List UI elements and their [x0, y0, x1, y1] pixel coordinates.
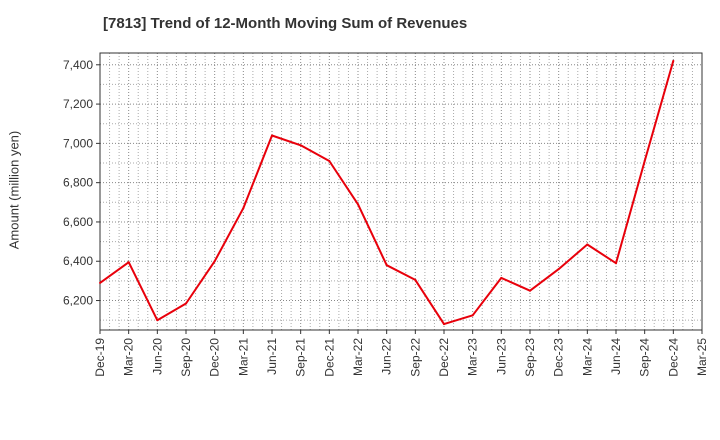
data-point	[414, 278, 417, 281]
x-tick-label: Dec-21	[322, 338, 336, 377]
data-point	[443, 323, 445, 326]
data-point	[385, 264, 388, 267]
data-point	[500, 276, 503, 279]
data-point	[299, 144, 302, 147]
data-point	[127, 261, 130, 264]
x-tick-label: Sep-20	[179, 338, 193, 377]
data-point	[271, 134, 273, 137]
y-tick-label: 6,400	[63, 254, 93, 268]
y-tick-label: 7,400	[63, 58, 93, 72]
data-point	[615, 262, 617, 265]
x-tick-label: Jun-22	[380, 338, 394, 375]
data-point	[185, 302, 187, 305]
x-tick-label: Jun-21	[265, 338, 279, 375]
y-tick-label: 6,600	[63, 215, 93, 229]
x-tick-label: Sep-23	[523, 338, 537, 377]
x-tick-label: Mar-25	[695, 338, 709, 376]
y-tick-label: 6,200	[63, 294, 93, 308]
data-point	[357, 203, 359, 206]
data-point	[213, 260, 216, 263]
data-point	[529, 289, 531, 292]
data-point	[99, 281, 101, 284]
x-tick-label: Mar-21	[236, 338, 250, 376]
data-point	[643, 160, 646, 163]
x-tick-label: Dec-22	[437, 338, 451, 377]
data-point	[672, 59, 675, 62]
x-tick-label: Mar-23	[466, 338, 480, 376]
x-tick-label: Dec-23	[552, 338, 566, 377]
y-tick-label: 7,000	[63, 136, 93, 150]
y-tick-label: 6,800	[63, 176, 93, 190]
x-tick-label: Dec-20	[208, 338, 222, 377]
x-tick-label: Jun-24	[609, 338, 623, 375]
data-point	[328, 160, 331, 163]
x-tick-label: Mar-24	[580, 338, 594, 376]
data-point	[471, 314, 474, 317]
plot-frame	[99, 52, 703, 331]
chart-title: [7813] Trend of 12-Month Moving Sum of R…	[103, 15, 468, 32]
data-point	[156, 319, 159, 322]
data-point	[242, 207, 245, 210]
x-tick-label: Mar-22	[351, 338, 365, 376]
x-tick-label: Jun-23	[494, 338, 508, 375]
x-tick-label: Sep-24	[638, 338, 652, 377]
x-tick-label: Sep-22	[408, 338, 422, 377]
x-tick-label: Jun-20	[150, 338, 164, 375]
x-tick-label: Mar-20	[122, 338, 136, 376]
x-tick-label: Dec-24	[666, 338, 680, 377]
y-tick-label: 7,200	[63, 97, 93, 111]
x-tick-label: Sep-21	[294, 338, 308, 377]
data-point	[557, 268, 560, 271]
x-tick-label: Dec-19	[93, 338, 107, 377]
data-point	[586, 243, 589, 246]
